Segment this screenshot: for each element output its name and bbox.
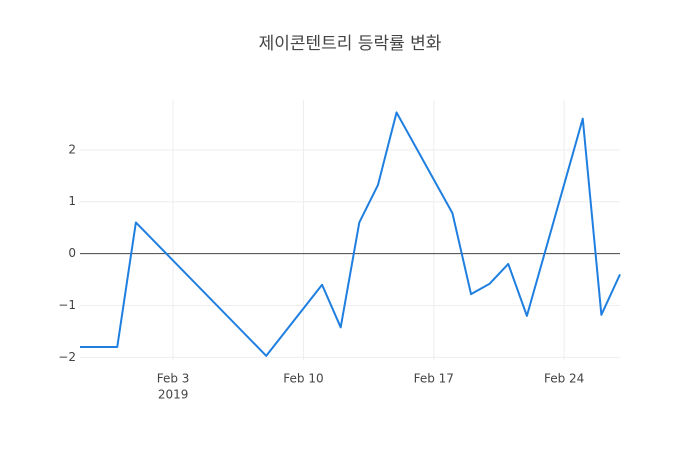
- line-series: [80, 111, 621, 357]
- x-tick-label: Feb 3: [157, 372, 190, 386]
- y-tick-label: −1: [58, 298, 76, 312]
- y-tick-label: −2: [58, 350, 76, 364]
- x-tick-label: Feb 24: [544, 372, 584, 386]
- chart-title: 제이콘텐트리 등락률 변화: [259, 34, 442, 54]
- y-tick-label: 1: [68, 194, 76, 208]
- y-tick-label: 0: [68, 246, 76, 260]
- y-tick-label: 2: [68, 142, 76, 156]
- x-tick-label: Feb 10: [283, 372, 323, 386]
- x-tick-label: Feb 17: [414, 372, 454, 386]
- x-tick-sublabel: 2019: [158, 388, 189, 402]
